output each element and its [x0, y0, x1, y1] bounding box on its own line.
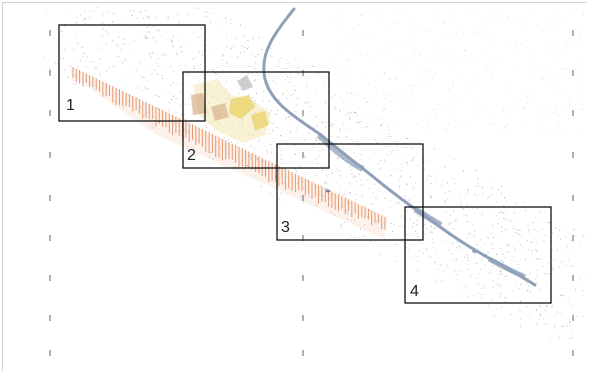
tile-label-1: 1 [66, 97, 75, 114]
grid-ticks [49, 30, 574, 356]
tile-2[interactable]: 2 [182, 71, 330, 169]
tile-3[interactable]: 3 [276, 143, 424, 241]
town-area [191, 75, 271, 143]
tile-1[interactable]: 1 [58, 24, 206, 122]
tile-4[interactable]: 4 [404, 206, 552, 304]
tile-label-2: 2 [187, 147, 196, 164]
orchard-strip [71, 67, 387, 239]
tile-grid: 1 2 3 4 [58, 24, 552, 304]
river [262, 7, 537, 287]
tile-label-4: 4 [410, 283, 419, 300]
settlement-speckle-layer [43, 7, 586, 340]
tile-label-3: 3 [281, 219, 290, 236]
